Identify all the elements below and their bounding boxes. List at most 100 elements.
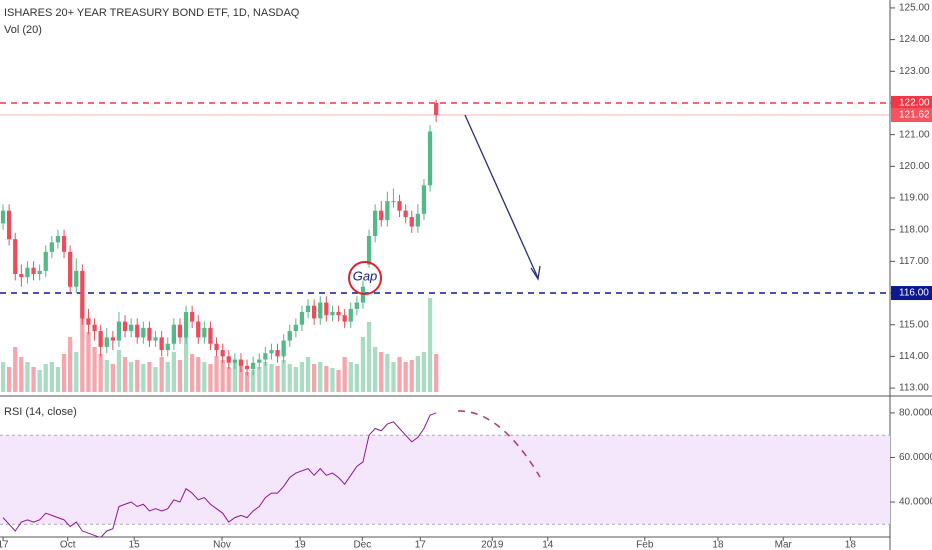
rsi-tick-label: 60.0000 — [899, 452, 932, 463]
rsi-label: RSI (14, close) — [4, 406, 77, 418]
candle-body — [159, 337, 164, 351]
plot: 113.00 114.00 115.00 116.00 117.00 118.00 119.… — [0, 3, 932, 550]
volume-bar — [196, 357, 201, 392]
volume-bar — [257, 367, 262, 392]
volume-bar — [190, 354, 195, 392]
gap-circle — [348, 261, 382, 295]
x-tick-label: Nov — [213, 540, 231, 550]
volume-bar — [373, 347, 378, 392]
y-tick-label: 114.00 — [899, 351, 929, 362]
candle-body — [129, 324, 134, 332]
volume-bar — [391, 362, 396, 392]
volume-bar — [342, 357, 347, 392]
volume-bar — [135, 360, 140, 392]
volume-bar — [7, 367, 12, 392]
volume-bar — [98, 354, 103, 392]
x-tick-label: 19 — [295, 540, 307, 550]
candle-body — [19, 274, 24, 278]
volume-bar — [305, 357, 311, 392]
level-tag — [891, 95, 932, 110]
volume-bar — [86, 332, 91, 392]
candle-body — [153, 337, 158, 341]
volume-bar — [244, 372, 250, 392]
volume-bar — [330, 368, 335, 392]
volume-bar — [159, 357, 164, 392]
rsi-tick-label: 40.0000 — [899, 497, 932, 508]
volume-bar — [354, 364, 359, 392]
candle-body — [220, 350, 225, 357]
volume-bar — [13, 347, 18, 392]
candle-body — [336, 312, 341, 316]
candle-body — [110, 337, 115, 341]
volume-bar — [61, 354, 67, 392]
candle-body — [299, 312, 305, 325]
candle-body — [427, 131, 433, 186]
volume-bar — [141, 364, 146, 392]
x-tick-label: 18 — [845, 540, 857, 550]
volume-bar — [324, 366, 329, 392]
volume-bar — [80, 302, 85, 392]
candle-body — [232, 359, 237, 363]
level-tag — [891, 286, 932, 301]
volume-bar — [55, 367, 61, 392]
candle-body — [208, 327, 213, 344]
candle-body — [92, 324, 97, 332]
rsi-tick-label: 80.0000 — [899, 408, 932, 419]
rsi-line — [2, 412, 437, 537]
volume-bar — [293, 367, 298, 392]
volume-bar — [49, 362, 54, 392]
candle-body — [147, 327, 152, 341]
volume-bar — [116, 350, 122, 392]
x-tick-label: Feb — [636, 540, 654, 550]
candle-body — [25, 267, 30, 278]
candle-body — [49, 242, 54, 252]
volume-bar — [43, 364, 48, 392]
y-tick-label: 118.00 — [899, 224, 929, 235]
x-tick-label: 14 — [542, 540, 554, 550]
volume-bar — [348, 362, 353, 392]
x-tick-label: Mar — [775, 540, 793, 550]
volume-bar — [379, 352, 384, 392]
level-label: 122.00 — [899, 98, 930, 109]
volume-bar — [147, 362, 152, 392]
candle-body — [238, 359, 244, 366]
x-tick-label: 15 — [129, 540, 141, 550]
y-tick-label: 123.00 — [899, 66, 930, 77]
candle-body — [397, 201, 402, 211]
candle-body — [324, 302, 329, 316]
volume-bar — [208, 364, 213, 392]
y-tick-label: 124.00 — [899, 34, 930, 45]
x-tick-label: 17 — [415, 540, 427, 550]
volume-bar — [336, 370, 341, 392]
candle-body — [80, 270, 85, 319]
volume-bar — [409, 360, 414, 392]
level-label: 116.00 — [899, 288, 929, 299]
candle-body — [354, 302, 359, 309]
candle-body — [373, 210, 378, 237]
candle-body — [379, 210, 384, 221]
candle-body — [98, 331, 103, 347]
candle-body — [202, 327, 207, 338]
volume-bar — [19, 357, 24, 392]
candle-body — [183, 312, 189, 338]
volume-bar — [360, 337, 366, 392]
volume-bar — [129, 362, 134, 392]
volume-bar — [312, 364, 317, 392]
candle-body — [13, 239, 18, 275]
candle-body — [251, 362, 256, 370]
candle-body — [116, 321, 122, 341]
volume-bar — [275, 366, 280, 392]
candle-body — [68, 251, 73, 287]
volume-bar — [318, 362, 323, 392]
volume-bar — [92, 347, 97, 392]
candle-body — [281, 340, 286, 357]
volume-bar — [263, 362, 268, 392]
candle-body — [409, 217, 414, 227]
candle-body — [171, 324, 176, 344]
volume-bar — [269, 364, 274, 392]
arrow-head — [530, 265, 541, 281]
candle-body — [104, 337, 109, 347]
volume-bar — [415, 356, 420, 392]
candle-body — [226, 356, 231, 363]
candle-body — [312, 305, 317, 319]
